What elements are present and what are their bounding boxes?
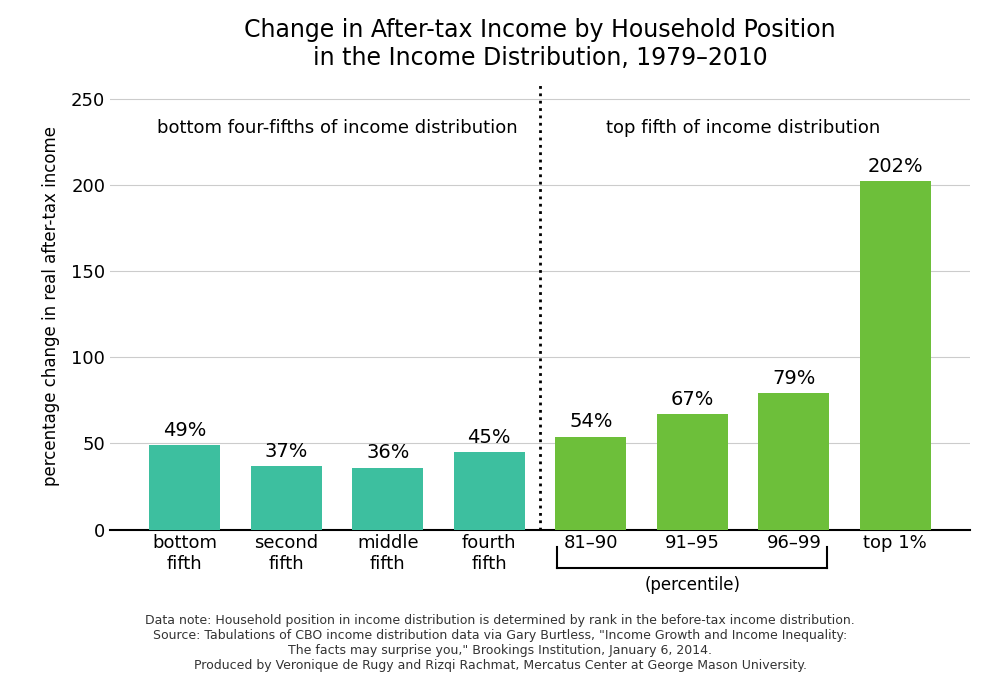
Bar <box>555 437 626 530</box>
Text: 49%: 49% <box>163 421 206 440</box>
Bar <box>352 468 423 530</box>
Text: Data note: Household position in income distribution is determined by rank in th: Data note: Household position in income … <box>145 614 855 672</box>
Title: Change in After-tax Income by Household Position
in the Income Distribution, 197: Change in After-tax Income by Household … <box>244 18 836 70</box>
Bar <box>758 393 829 530</box>
Text: 202%: 202% <box>868 158 923 177</box>
Bar <box>149 445 220 530</box>
Text: 45%: 45% <box>467 428 511 447</box>
Text: 37%: 37% <box>264 441 308 460</box>
Text: bottom four-fifths of income distribution: bottom four-fifths of income distributio… <box>157 120 517 137</box>
Text: 79%: 79% <box>772 369 816 388</box>
Text: (percentile): (percentile) <box>644 576 740 594</box>
Text: top fifth of income distribution: top fifth of income distribution <box>606 120 880 137</box>
Text: 54%: 54% <box>569 412 613 431</box>
Y-axis label: percentage change in real after-tax income: percentage change in real after-tax inco… <box>42 126 60 485</box>
Text: 67%: 67% <box>671 390 714 409</box>
Text: 36%: 36% <box>366 443 409 462</box>
Bar <box>860 181 931 530</box>
Bar <box>657 414 728 530</box>
Bar <box>251 466 322 530</box>
Bar <box>454 452 525 530</box>
